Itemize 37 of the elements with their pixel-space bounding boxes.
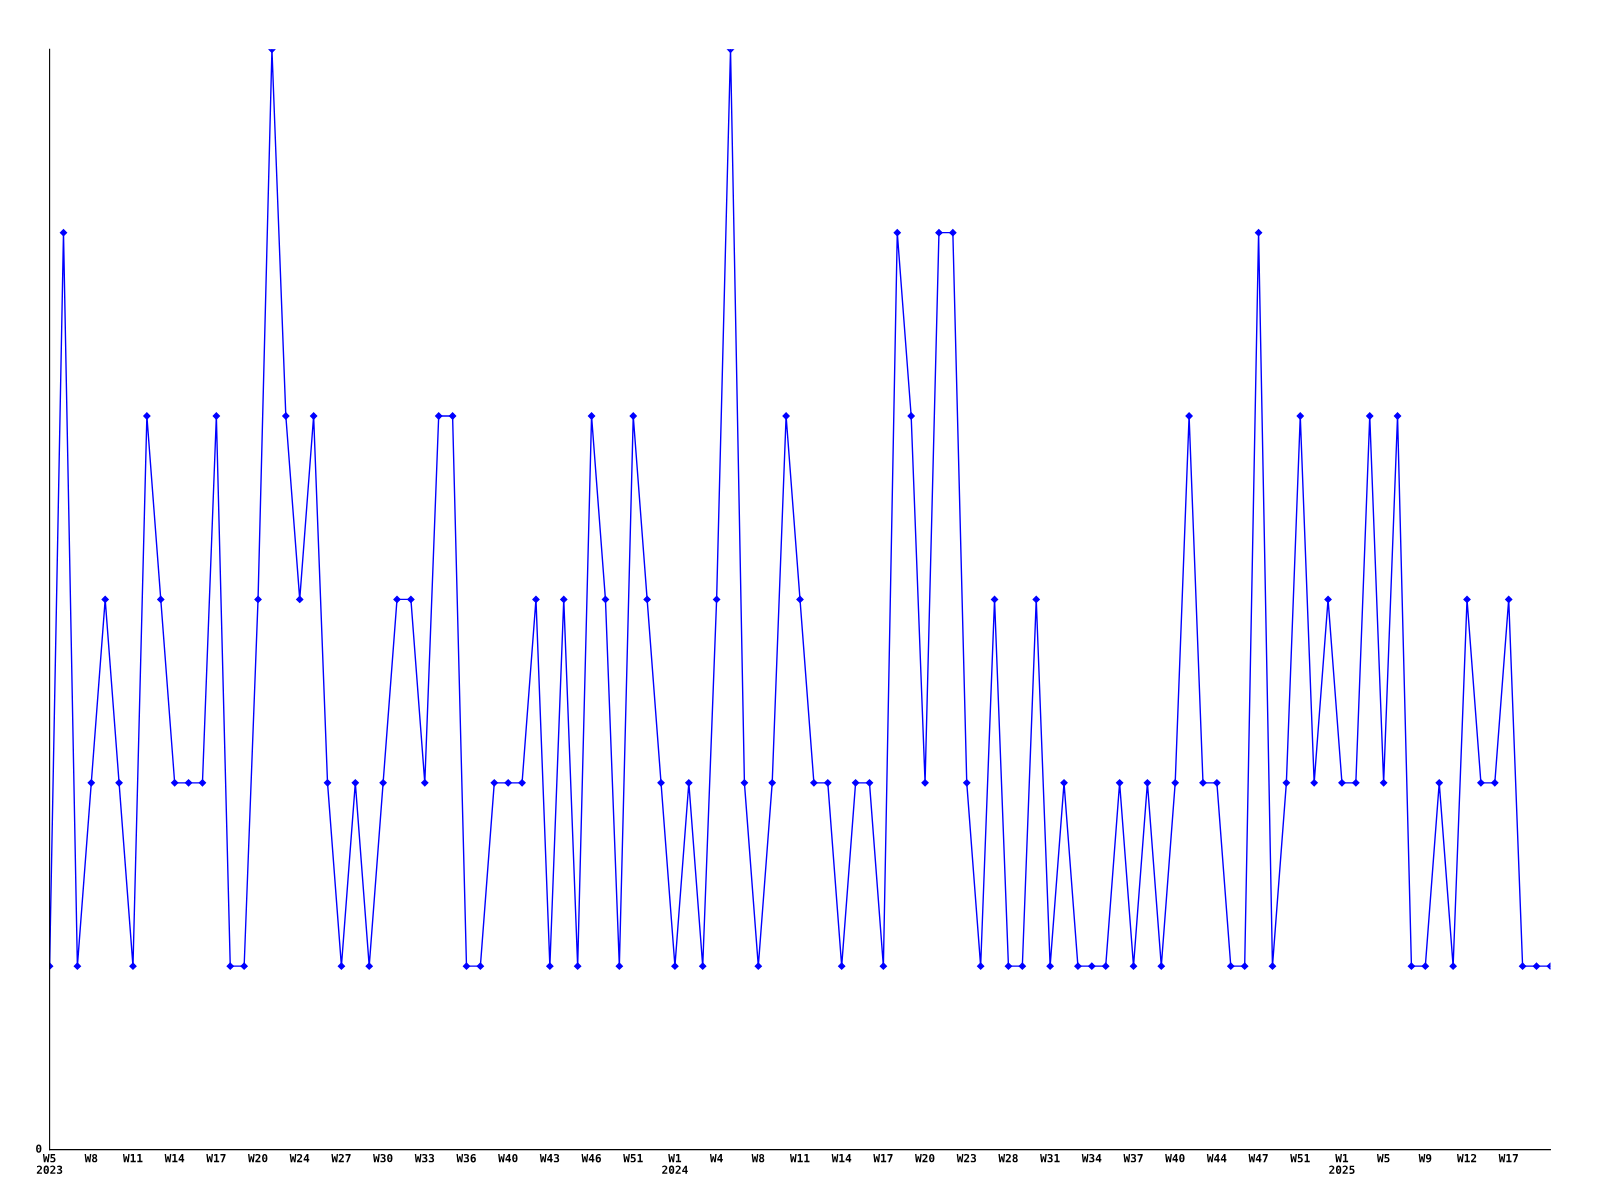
x-tick-label: W12: [1456, 1153, 1477, 1163]
x-tick-label: W14: [164, 1154, 185, 1163]
x-tick-label: W28: [998, 1153, 1018, 1163]
x-tick-label: W17: [206, 1154, 226, 1163]
x-tick-label: W20: [248, 1153, 268, 1163]
x-tick-label: W30: [373, 1153, 393, 1163]
x-tick-label: W51: [1290, 1154, 1310, 1163]
x-tick-label: W20: [915, 1153, 935, 1163]
x-tick-label: W51: [623, 1154, 643, 1163]
x-tick-label: W40: [1165, 1153, 1185, 1163]
x-tick-label: W1 2025: [1329, 1154, 1355, 1174]
x-tick-label: W5 2023: [36, 1154, 63, 1174]
x-tick-label: W11: [122, 1154, 143, 1163]
x-tick-label: W44: [1206, 1154, 1227, 1163]
x-tick-label: W33: [414, 1153, 435, 1163]
x-tick-label: W43: [539, 1153, 560, 1163]
x-tick-label: W17: [1498, 1154, 1518, 1163]
x-tick-label: W5: [1376, 1154, 1390, 1163]
x-tick-label: W46: [581, 1153, 601, 1163]
x-tick-label: W36: [456, 1153, 476, 1163]
x-tick-label: W14: [831, 1154, 852, 1163]
x-tick-label: W23: [956, 1153, 977, 1163]
x-tick-label: W17: [873, 1154, 893, 1163]
x-tick-label: W1 2024: [662, 1154, 688, 1174]
x-tick-label: W9: [1418, 1154, 1432, 1163]
x-tick-label: W40: [498, 1153, 518, 1163]
x-tick-label: W4: [709, 1154, 723, 1163]
x-tick-label: W47: [1248, 1154, 1268, 1163]
x-tick-label: W8: [84, 1153, 98, 1163]
x-tick-label: W8: [751, 1153, 765, 1163]
x-tick-label: W24: [289, 1153, 310, 1163]
text: 0: [36, 1144, 42, 1153]
x-tick-label: W11: [789, 1154, 810, 1163]
x-tick-label: W27: [331, 1153, 351, 1163]
x-tick-label: W34: [1081, 1153, 1102, 1163]
x-tick-label: W31: [1040, 1153, 1060, 1163]
x-tick-label: W37: [1123, 1153, 1143, 1163]
